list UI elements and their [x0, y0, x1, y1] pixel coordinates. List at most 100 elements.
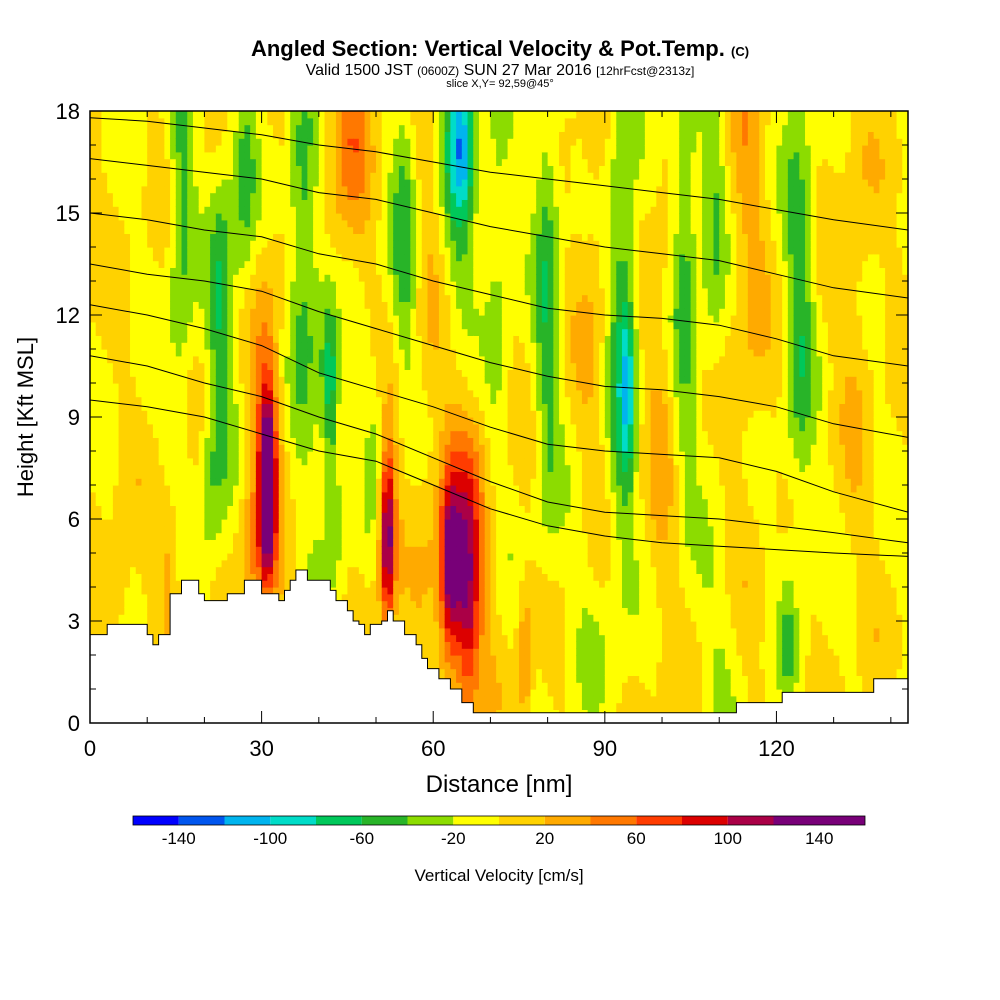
field-cell — [152, 519, 160, 527]
field-cell — [295, 151, 303, 160]
field-cell — [118, 165, 125, 173]
field-cell — [330, 519, 337, 527]
field-cell — [130, 553, 137, 561]
field-cell — [295, 512, 303, 520]
field-cell — [192, 165, 200, 173]
field-cell — [278, 315, 286, 323]
field-cell — [152, 621, 160, 629]
field-cell — [158, 219, 165, 228]
field-cell — [141, 505, 148, 513]
field-cell — [341, 369, 349, 377]
field-cell — [273, 342, 280, 350]
field-cell — [244, 233, 251, 241]
field-cell — [101, 131, 108, 139]
field-cell — [387, 206, 394, 214]
field-cell — [261, 451, 268, 459]
field-cell — [152, 607, 160, 615]
field-cell — [107, 219, 114, 228]
field-cell — [335, 315, 343, 323]
field-cell — [341, 131, 349, 139]
field-cell — [387, 546, 394, 554]
chart-title-main: Angled Section: Vertical Velocity & Pot.… — [250, 36, 725, 61]
field-cell — [347, 260, 354, 268]
field-cell — [301, 145, 308, 153]
field-cell — [107, 192, 114, 200]
field-cell — [152, 444, 160, 452]
field-cell — [301, 491, 308, 500]
field-cell — [187, 485, 194, 493]
field-cell — [313, 423, 320, 432]
field-cell — [227, 315, 234, 323]
field-cell — [198, 253, 206, 262]
field-cell — [290, 172, 297, 180]
field-cell — [107, 546, 114, 554]
field-cell — [221, 389, 228, 398]
field-cell — [244, 423, 251, 432]
field-cell — [393, 185, 400, 194]
field-cell — [238, 519, 246, 527]
field-cell — [175, 403, 183, 411]
field-cell — [238, 444, 246, 452]
field-cell — [107, 437, 114, 445]
field-cell — [112, 335, 120, 343]
field-cell — [192, 274, 200, 282]
field-cell — [181, 566, 188, 574]
field-cell — [364, 131, 371, 139]
field-cell — [393, 335, 400, 343]
field-cell — [90, 158, 97, 166]
field-cell — [273, 525, 280, 534]
field-cell — [341, 287, 349, 296]
field-cell — [112, 546, 120, 554]
field-cell — [187, 417, 194, 425]
field-cell — [295, 185, 303, 194]
field-cell — [198, 362, 206, 370]
field-cell — [330, 321, 337, 330]
field-cell — [187, 423, 194, 432]
field-cell — [398, 342, 406, 350]
field-cell — [387, 124, 394, 132]
field-cell — [187, 145, 194, 153]
field-cell — [290, 213, 297, 221]
field-cell — [227, 491, 234, 500]
field-cell — [273, 281, 280, 289]
field-cell — [318, 226, 326, 234]
field-cell — [187, 376, 194, 384]
field-cell — [255, 124, 263, 132]
field-cell — [353, 417, 360, 425]
field-cell — [398, 553, 406, 561]
field-cell — [290, 117, 297, 126]
field-cell — [398, 294, 406, 302]
field-cell — [147, 294, 154, 302]
field-cell — [101, 213, 108, 221]
field-cell — [233, 165, 240, 173]
field-cell — [255, 247, 263, 255]
field-cell — [175, 355, 183, 364]
field-cell — [307, 219, 314, 228]
field-cell — [364, 124, 371, 132]
field-cell — [175, 512, 183, 520]
field-cell — [244, 308, 251, 316]
field-cell — [152, 423, 160, 432]
field-cell — [147, 226, 154, 234]
field-cell — [170, 247, 177, 255]
field-cell — [313, 165, 320, 173]
field-cell — [221, 559, 228, 568]
field-cell — [358, 199, 366, 207]
field-cell — [353, 111, 360, 119]
field-cell — [124, 546, 131, 554]
field-cell — [273, 124, 280, 132]
field-cell — [210, 267, 217, 275]
field-cell — [147, 451, 154, 459]
field-cell — [267, 580, 274, 588]
field-cell — [307, 559, 314, 568]
field-cell — [112, 281, 120, 289]
field-cell — [118, 437, 125, 445]
field-cell — [112, 206, 120, 214]
field-cell — [112, 580, 120, 588]
field-cell — [353, 389, 360, 398]
field-cell — [324, 355, 331, 364]
field-cell — [330, 376, 337, 384]
field-cell — [318, 342, 326, 350]
field-cell — [198, 525, 206, 534]
field-cell — [141, 451, 148, 459]
